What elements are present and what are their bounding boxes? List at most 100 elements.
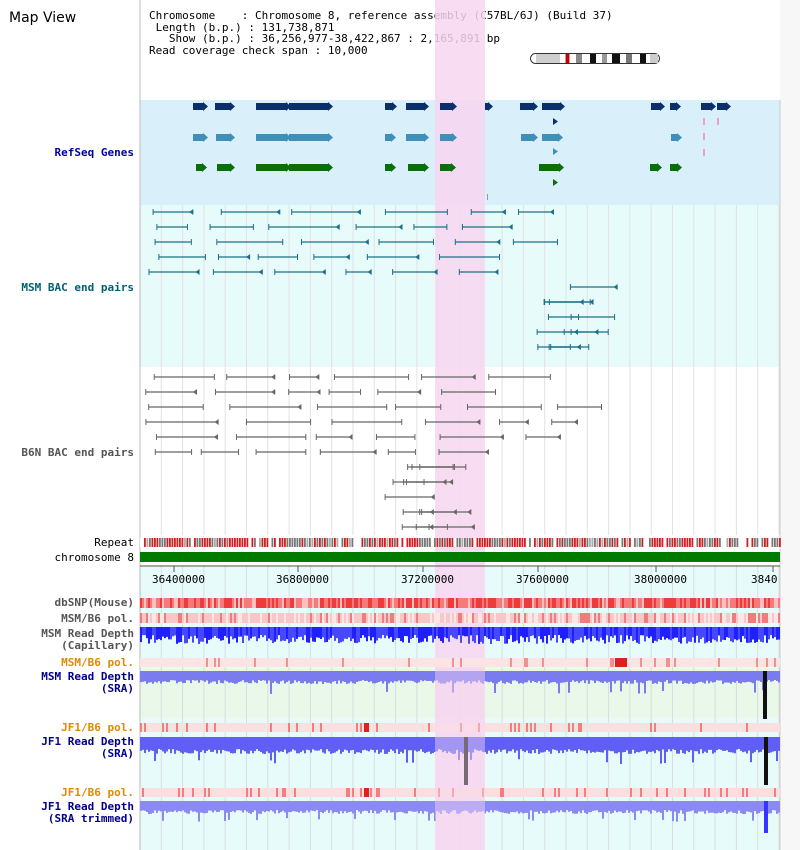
jf1-depth-trim-bar <box>148 801 150 814</box>
jf1-depth-trim-bar <box>592 801 594 811</box>
msm-depth-sra-bar <box>734 671 736 683</box>
msm-depth-sra-bar <box>234 671 236 684</box>
jf1-depth-trim-bar <box>584 801 586 813</box>
msm-sra-pol-cell <box>512 658 514 667</box>
jf1-depth-trim-bar <box>488 801 490 813</box>
msm-sra-pol-cell <box>778 658 780 667</box>
jf1-pol2-cell <box>644 788 646 797</box>
jf1-pol-cell <box>606 723 608 732</box>
gene-block <box>385 134 391 141</box>
jf1-pol-cell <box>700 723 702 732</box>
msm-depth-cap-bar <box>144 627 146 636</box>
jf1-depth-sra-bar <box>542 737 544 753</box>
jf1-pol-cell <box>594 723 596 732</box>
jf1-depth-trim-bar <box>470 801 472 814</box>
msm-pol-cell <box>516 613 518 623</box>
jf1-pol2-cell <box>632 788 634 797</box>
jf1-pol-cell <box>718 723 720 732</box>
msm-depth-sra-bar <box>592 671 594 681</box>
msm-depth-cap-bar <box>296 627 298 639</box>
msm-pol-cell <box>564 613 566 623</box>
gene-arrow <box>203 133 208 142</box>
jf1-pol-cell <box>524 723 526 732</box>
msm-pol-cell <box>298 613 300 623</box>
msm-sra-pol-cell <box>344 658 346 667</box>
repeat-feature <box>556 538 559 547</box>
dbsnp-cell <box>550 598 552 608</box>
msm-sra-pol-cell <box>358 658 360 667</box>
msm-sra-pol-cell <box>530 658 532 667</box>
msm-pol-cell <box>142 613 144 623</box>
repeat-feature <box>589 538 591 547</box>
msm-depth-cap-bar <box>408 627 410 643</box>
jf1-pol-cell <box>174 723 176 732</box>
repeat-feature <box>246 538 249 547</box>
jf1-pol-cell <box>592 723 594 732</box>
jf1-depth-sra-bar <box>584 737 586 751</box>
msm-depth-cap-bar <box>468 627 470 644</box>
dbsnp-cell <box>518 598 520 608</box>
jf1-depth-trim-bar <box>270 801 272 811</box>
jf1-pol-cell <box>352 723 354 732</box>
chromosome-ideogram[interactable] <box>530 53 660 64</box>
repeat-feature <box>491 538 494 547</box>
jf1-pol2-cell <box>598 788 600 797</box>
jf1-pol2-cell <box>686 788 688 797</box>
msm-pol-cell <box>630 613 632 623</box>
msm-depth-cap-bar <box>384 627 386 639</box>
b6n-bac-pair-arrow <box>524 419 529 425</box>
repeat-feature <box>421 538 424 547</box>
msm-depth-sra-bar <box>626 671 628 684</box>
jf1-pol2-cell <box>350 788 352 797</box>
repeat-feature <box>304 538 306 547</box>
msm-depth-cap-bar <box>256 627 258 642</box>
dbsnp-cell <box>374 598 376 608</box>
jf1-pol2-cell <box>276 788 278 797</box>
msm-depth-cap-bar <box>226 627 228 638</box>
repeat-feature <box>584 538 586 547</box>
jf1-pol2-cell <box>690 788 692 797</box>
repeat-feature <box>691 538 694 547</box>
msm-pol-cell <box>332 613 334 623</box>
msm-depth-sra-bar <box>282 671 284 681</box>
jf1-pol2-cell <box>442 788 444 797</box>
msm-pol-cell <box>600 613 602 623</box>
jf1-depth-sra-bar <box>444 737 446 751</box>
jf1-depth-trim-bar <box>282 801 284 811</box>
jf1-depth-sra-bar <box>290 737 292 752</box>
jf1-pol-cell <box>254 723 256 732</box>
jf1-pol-cell <box>642 723 644 732</box>
jf1-pol-cell <box>238 723 240 732</box>
msm-sra-pol-cell <box>682 658 684 667</box>
msm-depth-cap-bar <box>622 627 624 644</box>
msm-depth-sra-bar <box>402 671 404 681</box>
repeat-feature <box>681 538 684 547</box>
dbsnp-cell <box>360 598 362 608</box>
dbsnp-cell <box>568 598 570 608</box>
jf1-depth-sra-bar <box>214 737 216 750</box>
jf1-pol2-cell <box>640 788 642 797</box>
jf1-pol2-cell <box>736 788 738 797</box>
jf1-pol2-cell <box>748 788 750 797</box>
jf1-pol-cell <box>424 723 426 732</box>
jf1-pol-cell <box>528 723 530 732</box>
dbsnp-cell <box>466 598 468 608</box>
msm-depth-cap-bar <box>686 627 688 644</box>
jf1-depth-sra-bar <box>236 737 238 750</box>
repeat-feature <box>299 538 301 547</box>
dbsnp-cell <box>232 598 234 608</box>
msm-sra-pol-cell <box>500 658 502 667</box>
msm-depth-cap-bar <box>668 627 670 640</box>
msm-pol-cell <box>248 613 250 623</box>
repeat-feature <box>296 538 299 547</box>
dbsnp-cell <box>182 598 184 608</box>
jf1-pol2-cell <box>144 788 146 797</box>
msm-depth-cap-bar <box>180 627 182 642</box>
msm-depth-cap-bar <box>378 627 380 638</box>
gene-arrow <box>533 102 538 111</box>
dbsnp-cell <box>256 598 258 608</box>
dbsnp-cell <box>598 598 600 608</box>
jf1-pol-cell <box>512 723 514 732</box>
gene-pink <box>703 149 705 156</box>
